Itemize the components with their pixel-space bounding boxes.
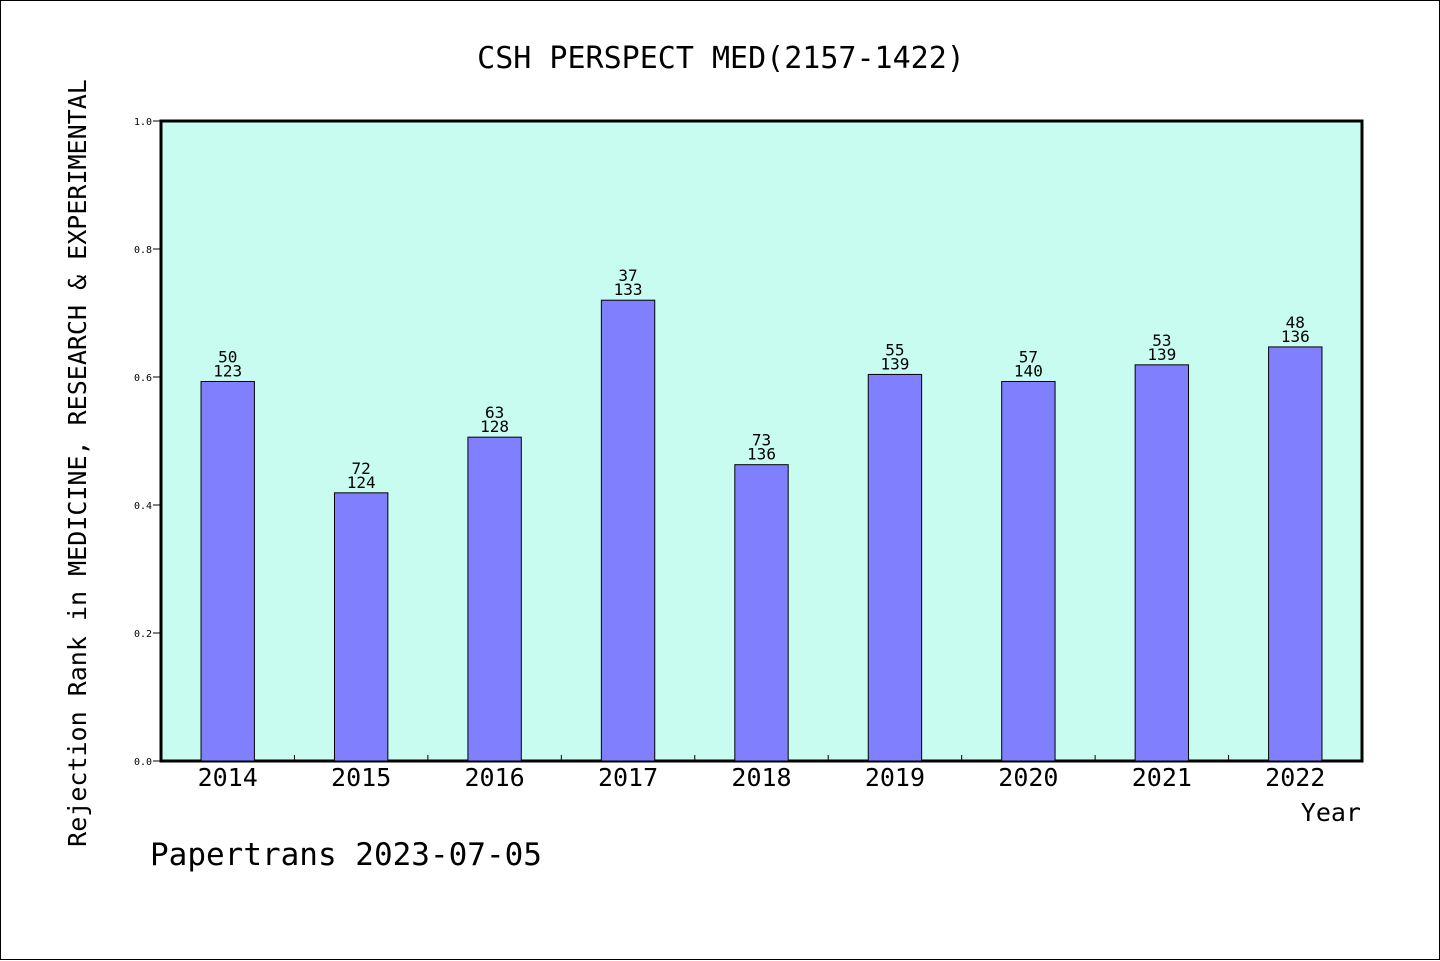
bar-total-label: 124 [347, 473, 376, 492]
bar-rank-label: 57 [1019, 347, 1038, 366]
bar-total-label: 133 [614, 280, 643, 299]
bar-2018 [734, 464, 789, 762]
y-tick-label: 0.8 [134, 245, 152, 256]
bar-rank-label: 37 [618, 266, 637, 285]
bar-rank-label: 53 [1152, 331, 1171, 350]
bar-2014 [200, 380, 255, 762]
bar-total-label: 123 [213, 361, 242, 380]
chart-title: CSH PERSPECT MED(2157-1422) [477, 41, 965, 76]
x-tick-label: 2014 [198, 763, 258, 792]
x-tick-label: 2022 [1265, 763, 1325, 792]
y-tick-label: 0.6 [134, 373, 152, 384]
y-tick-label: 0.2 [134, 629, 152, 640]
bar-2017 [600, 299, 656, 762]
bar-total-label: 140 [1014, 361, 1043, 380]
x-tick-label: 2020 [998, 763, 1058, 792]
bar-2021 [1134, 364, 1190, 762]
bar-2016 [467, 436, 522, 762]
bar-total-label: 136 [1281, 327, 1310, 346]
bar-2020 [1001, 380, 1056, 762]
x-tick-label: 2015 [331, 763, 391, 792]
x-tick-label: 2021 [1132, 763, 1192, 792]
x-axis: 2014 2015 2016 2017 2018 2019 2020 2021 2022 [198, 755, 1325, 792]
bar-rank-label: 72 [352, 459, 371, 478]
y-tick-label: 1.0 [134, 117, 152, 128]
bar-rank-label: 48 [1286, 313, 1305, 332]
bar-total-label: 139 [1147, 345, 1176, 364]
y-tick-label: 0.4 [134, 501, 152, 512]
bar-total-label: 128 [480, 417, 509, 436]
y-tick-label: 0.0 [134, 757, 152, 768]
bar-rank-label: 55 [885, 340, 904, 359]
x-axis-label: Year [1301, 798, 1361, 827]
x-tick-label: 2016 [465, 763, 525, 792]
y-axis: 0.0 0.2 0.4 0.6 0.8 1.0 [134, 117, 161, 768]
x-tick-label: 2017 [598, 763, 658, 792]
x-tick-label: 2019 [865, 763, 925, 792]
bar-rank-label: 50 [218, 347, 237, 366]
x-tick-label: 2018 [731, 763, 791, 792]
bar-2022 [1268, 346, 1323, 762]
bar-2019 [867, 373, 923, 762]
bar-rank-label: 73 [752, 431, 771, 450]
bar-2015 [333, 492, 389, 762]
y-axis-label: Rejection Rank in MEDICINE, RESEARCH & E… [63, 79, 92, 847]
bar-total-label: 136 [747, 445, 776, 464]
footer-watermark: Papertrans 2023-07-05 [150, 837, 542, 873]
bar-total-label: 139 [880, 354, 909, 373]
bar-rank-label: 63 [485, 403, 504, 422]
